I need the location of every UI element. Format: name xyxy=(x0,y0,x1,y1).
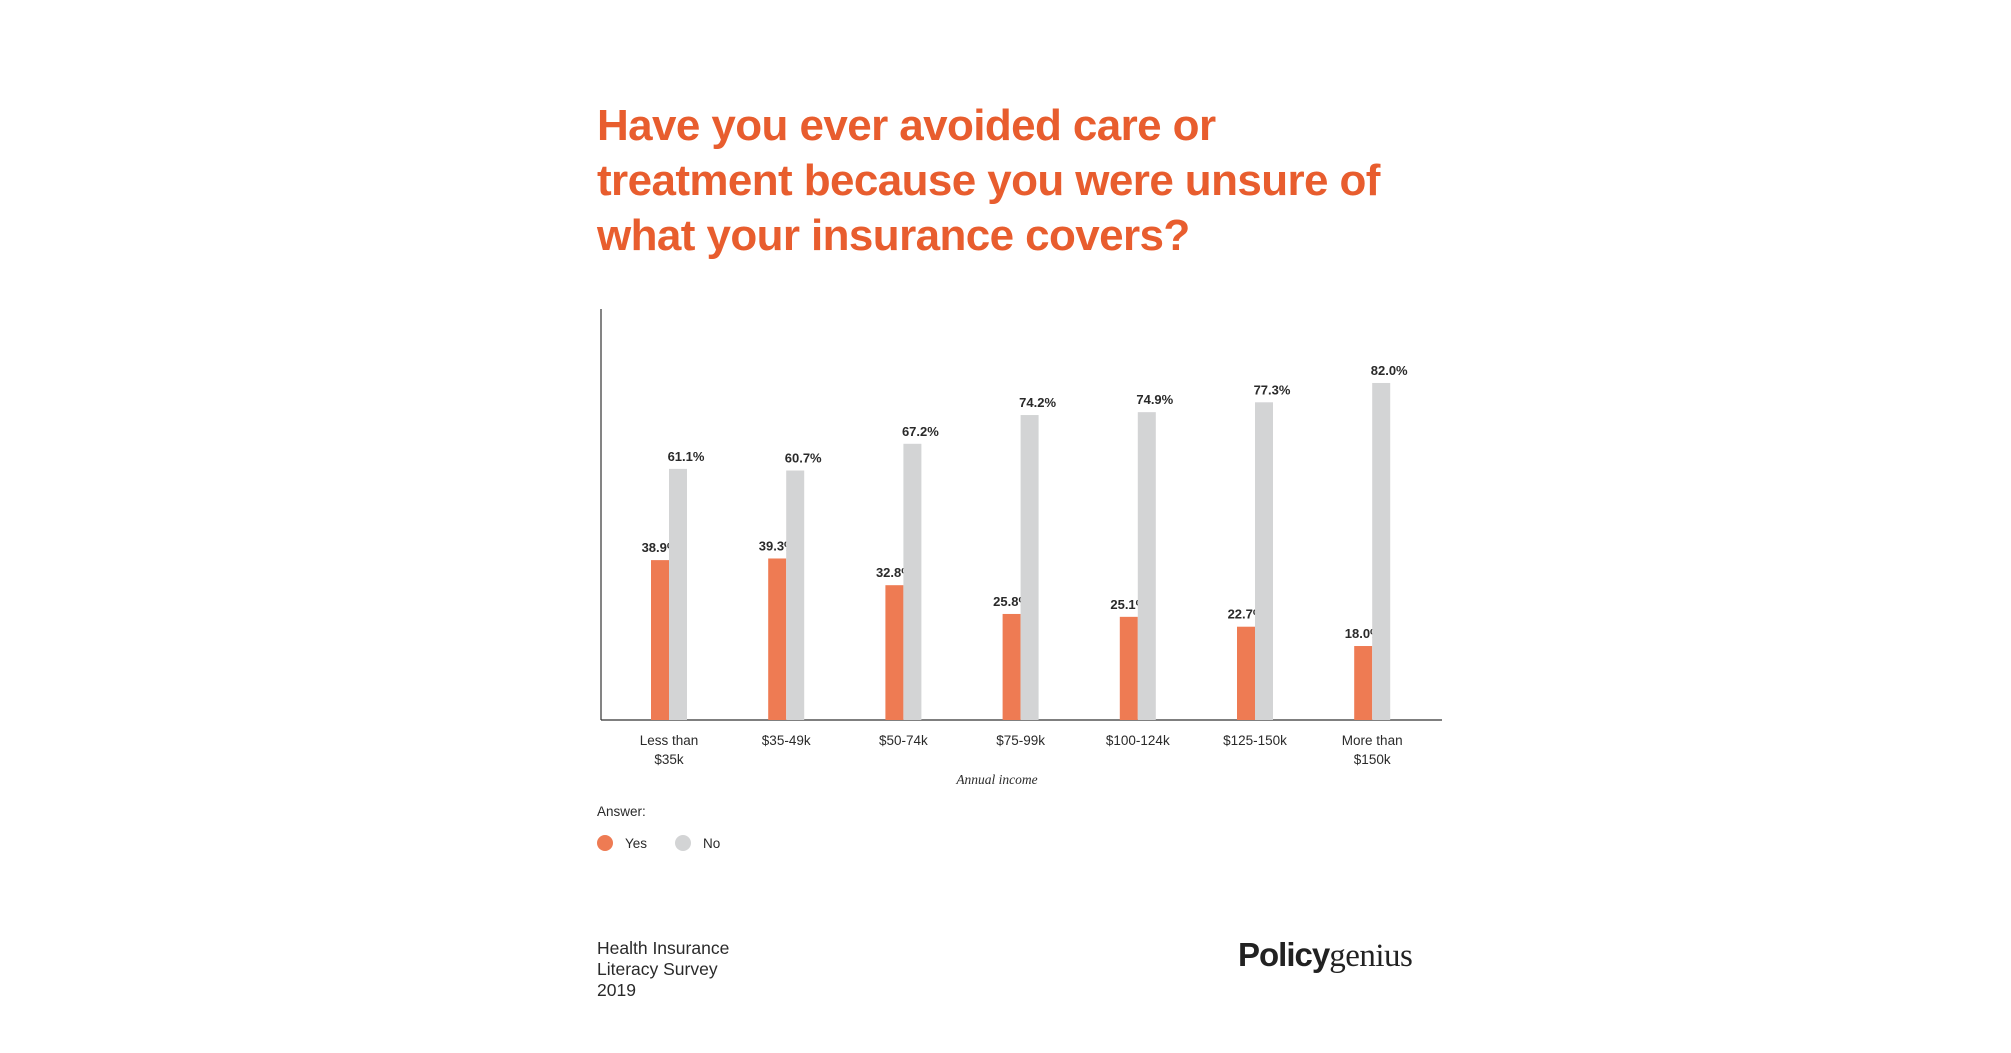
bar-yes xyxy=(1237,626,1255,720)
legend: Yes No xyxy=(597,835,720,851)
x-tick-label: $125-150k xyxy=(1223,733,1287,748)
x-tick-label: $75-99k xyxy=(996,733,1045,748)
bar-no xyxy=(1020,415,1039,720)
x-tick-label: More than $150k xyxy=(1342,733,1403,767)
bar-yes xyxy=(1002,613,1021,720)
caption-line: Health Insurance xyxy=(597,938,730,958)
bar-yes xyxy=(1119,616,1138,720)
bar-yes xyxy=(1354,646,1373,720)
logo-regular: genius xyxy=(1329,938,1413,974)
bar-no xyxy=(1372,382,1391,720)
x-axis-label: Annual income xyxy=(955,772,1037,787)
bar-no xyxy=(1255,402,1273,720)
bar-yes xyxy=(768,558,787,720)
legend-swatch-yes xyxy=(597,835,613,851)
legend-label-no: No xyxy=(703,835,721,851)
data-label: 61.1% xyxy=(668,449,705,464)
bar-no xyxy=(669,468,687,720)
data-label: 82.0% xyxy=(1371,363,1408,378)
legend-title: Answer: xyxy=(597,804,646,819)
legend-item-no: No xyxy=(675,835,720,851)
bar-yes xyxy=(651,560,669,720)
bar-chart: 38.9%61.1%Less than $35k39.3%60.7%$35-49k… xyxy=(600,309,1442,787)
x-tick-label: $50-74k xyxy=(879,733,928,748)
data-label: 74.2% xyxy=(1019,395,1056,410)
data-label: 74.9% xyxy=(1136,392,1173,407)
caption-line: 2019 xyxy=(597,980,636,1000)
legend-swatch-no xyxy=(675,835,692,851)
chart-title: Have you ever avoided care or treatment … xyxy=(597,101,1380,260)
bar-no xyxy=(903,443,922,720)
data-label: 77.3% xyxy=(1254,382,1291,397)
survey-caption: Health Insurance Literacy Survey 2019 xyxy=(597,938,729,1001)
caption-line: Literacy Survey xyxy=(597,959,718,979)
data-label: 67.2% xyxy=(902,424,939,439)
legend-label-yes: Yes xyxy=(625,835,648,851)
legend-item-yes: Yes xyxy=(597,835,647,851)
policygenius-logo: Policygenius xyxy=(1238,936,1413,975)
x-tick-label: Less than $35k xyxy=(640,733,699,767)
x-tick-label: $100-124k xyxy=(1106,733,1170,748)
x-tick-label: $35-49k xyxy=(762,733,811,748)
bar-no xyxy=(786,470,805,720)
data-label: 60.7% xyxy=(785,451,822,466)
logo-bold: Policy xyxy=(1238,936,1330,973)
bar-yes xyxy=(885,585,904,720)
bar-no xyxy=(1137,412,1156,720)
